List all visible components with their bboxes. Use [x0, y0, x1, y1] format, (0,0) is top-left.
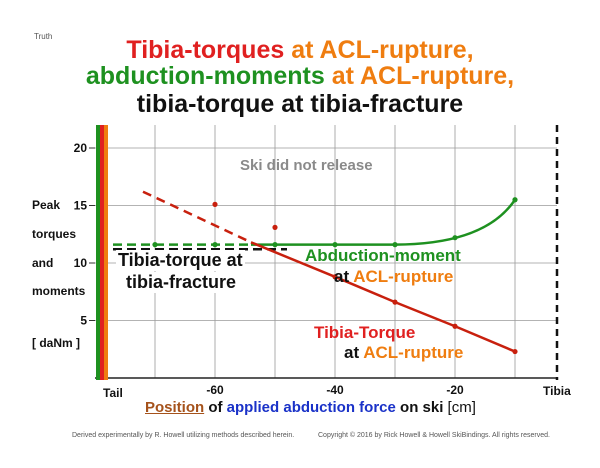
- x-end-label-tibia: Tibia: [543, 384, 571, 398]
- title-line2-part2: at ACL-rupture,: [324, 62, 515, 90]
- chart-marks: [96, 125, 559, 380]
- x-tick-label: -40: [326, 383, 344, 397]
- abduction-label-at: at: [334, 267, 354, 286]
- x-axis-label-of: of: [204, 399, 227, 416]
- torque-dashed-line: [142, 190, 252, 244]
- torque-data-point: [272, 224, 278, 230]
- torque-data-point: [392, 299, 398, 305]
- abduction-label-acl: ACL-rupture: [353, 267, 454, 286]
- torque-data-point: [452, 323, 458, 329]
- y-tick-label: 15: [74, 199, 88, 213]
- chart-title-line1: Tibia-torques at ACL-rupture,: [0, 36, 600, 64]
- chart-title-line3: tibia-torque at tibia-fracture: [136, 90, 464, 118]
- title-line1-part1: Tibia-torques: [126, 36, 285, 64]
- footer-left: Derived experimentally by R. Howell util…: [72, 432, 295, 439]
- abduction-data-point: [392, 242, 398, 248]
- footer-right: Copyright © 2016 by Rick Howell & Howell…: [318, 432, 550, 439]
- abduction-data-point: [212, 242, 218, 248]
- x-axis-label-force: applied abduction force: [226, 399, 396, 416]
- tail-bar-green: [96, 125, 100, 380]
- y-tick-label: 20: [74, 141, 88, 155]
- corner-label: Truth: [34, 32, 53, 41]
- torque-data-point: [332, 274, 338, 280]
- chart-ticks: 5 10 15 20 -60 -40 -20: [74, 141, 464, 397]
- abduction-data-point: [512, 197, 518, 203]
- y-axis-label-2: torques: [32, 227, 77, 241]
- title-line1-part2: at ACL-rupture,: [284, 36, 474, 64]
- abduction-data-point: [332, 242, 338, 248]
- tibia-torque-label-acl: ACL-rupture: [363, 343, 464, 362]
- fracture-label-line1: Tibia-torque at: [116, 250, 245, 271]
- y-axis-label-3: and: [32, 256, 54, 270]
- chart-title-line2: abduction-moments at ACL-rupture,: [0, 62, 600, 90]
- annotation-no-release: Ski did not release: [240, 157, 373, 174]
- tail-bar-red: [100, 125, 104, 380]
- abduction-data-point: [452, 235, 458, 241]
- x-axis-label-unit: [cm]: [447, 399, 476, 416]
- abduction-label-line1: Abduction-moment: [305, 246, 461, 265]
- abduction-label-line2: at ACL-rupture: [334, 267, 453, 287]
- abduction-solid-line: [251, 199, 517, 246]
- torque-data-point: [512, 348, 518, 355]
- x-tick-label: -20: [446, 383, 464, 397]
- x-axis-label-position: Position: [145, 399, 205, 416]
- abduction-data-point: [272, 242, 278, 248]
- y-axis-label-1: Peak: [32, 198, 61, 212]
- torque-data-point: [212, 201, 218, 207]
- y-tick-label: 5: [80, 314, 87, 328]
- x-tick-label: -60: [206, 383, 224, 397]
- x-end-label-tail: Tail: [103, 386, 123, 400]
- y-axis-label-4: moments: [32, 284, 86, 298]
- abduction-data-point: [152, 242, 158, 248]
- title-line2-part1: abduction-moments: [85, 62, 325, 90]
- tibia-torque-label-line1: Tibia-Torque: [314, 323, 416, 342]
- tibia-torque-label-line2: at ACL-rupture: [344, 343, 463, 363]
- y-axis-label-5: [ daNm ]: [32, 336, 80, 350]
- tail-bar-orange: [104, 125, 108, 380]
- tibia-torque-label-at: at: [344, 343, 364, 362]
- x-axis-label-onski: on ski: [395, 399, 448, 416]
- fracture-label-line2: tibia-fracture: [124, 272, 239, 293]
- x-axis-label: Position of applied abduction force on s…: [145, 399, 476, 416]
- y-tick-label: 10: [74, 256, 88, 270]
